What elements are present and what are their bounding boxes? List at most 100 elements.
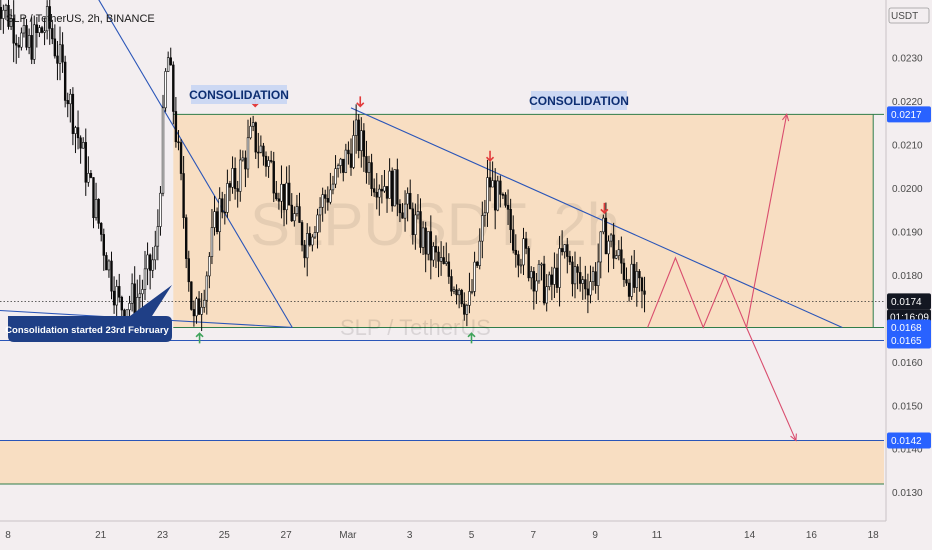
candle-body <box>146 254 149 270</box>
candle-body <box>246 137 250 170</box>
candle-body <box>239 159 242 192</box>
price-badge-bg <box>887 332 931 349</box>
candle-body <box>558 248 561 288</box>
candle-body <box>383 186 386 192</box>
candle-body <box>174 111 178 143</box>
consolidation-label-1: CONSOLIDATION <box>189 85 289 104</box>
candle-body <box>591 271 595 282</box>
candle-body <box>439 257 443 262</box>
candle-body <box>143 268 147 290</box>
candle-body <box>56 55 59 64</box>
candle-body <box>599 231 602 263</box>
candle-body <box>151 259 154 271</box>
candle-body <box>128 302 131 311</box>
candle-body <box>393 169 396 207</box>
candle-body <box>298 206 301 223</box>
zone-0 <box>173 114 874 328</box>
candle-body <box>524 238 528 249</box>
candle-body <box>385 186 389 199</box>
candle-body <box>61 44 64 63</box>
candle-body <box>589 281 592 296</box>
candle-body <box>537 263 541 282</box>
x-tick-label: 14 <box>744 530 756 541</box>
candle-body <box>344 149 348 173</box>
candle-body <box>553 267 556 285</box>
candle-body <box>548 274 551 287</box>
consolidation-label-2-text: CONSOLIDATION <box>529 94 629 108</box>
candle-body <box>594 271 597 286</box>
candle-body <box>25 25 28 48</box>
candle-body <box>324 194 327 199</box>
y-tick-label: 0.0200 <box>892 184 923 195</box>
price-badge-text: 0.0165 <box>891 336 922 347</box>
candle-body <box>66 100 69 105</box>
price-axis-currency: USDT <box>891 11 918 22</box>
candle-body <box>138 293 142 298</box>
candle-body <box>33 24 36 60</box>
candle-body <box>241 157 245 161</box>
x-tick-label: 27 <box>281 530 293 541</box>
price-badge-0.0142: 0.0142 <box>887 432 931 449</box>
candle-body <box>486 177 489 214</box>
candle-body <box>190 281 193 310</box>
x-tick-label: Mar <box>339 530 357 541</box>
candle-body <box>69 93 72 105</box>
candle-body <box>92 177 95 219</box>
x-tick-label: 8 <box>5 530 11 541</box>
candle-body <box>532 271 536 292</box>
candle-body <box>496 180 499 211</box>
candle-body <box>568 256 572 263</box>
arrow-down-icon <box>485 150 495 162</box>
candle-body <box>445 261 448 264</box>
candle-body <box>576 266 579 273</box>
candle-body <box>362 130 366 157</box>
candle-body <box>218 198 221 232</box>
candle-body <box>22 25 26 34</box>
candle-body <box>455 289 458 296</box>
candle-body <box>53 38 57 57</box>
candle-body <box>581 279 584 284</box>
candle-body <box>221 198 224 213</box>
consolidation-label-1-bg <box>191 85 287 104</box>
candle-body <box>259 145 263 153</box>
candle-body <box>622 262 626 280</box>
candle-body <box>30 35 33 60</box>
price-badge-bg <box>887 319 931 336</box>
arrow-up-icon <box>195 332 204 344</box>
y-tick-label: 0.0160 <box>892 358 923 369</box>
y-tick-label: 0.0130 <box>892 488 923 499</box>
candle-body <box>159 192 162 227</box>
candle-body <box>63 61 67 101</box>
candle-body <box>378 188 381 198</box>
candle-body <box>89 173 93 178</box>
candle-body <box>12 18 15 44</box>
candle-body <box>282 183 286 211</box>
x-tick-label: 23 <box>157 530 169 541</box>
candle-body <box>473 261 476 292</box>
candle-body <box>584 279 587 290</box>
candle-body <box>493 180 497 211</box>
candle-body <box>326 198 330 203</box>
candle-body <box>478 240 481 266</box>
candle-body <box>434 245 438 253</box>
price-badge-text: 0.0142 <box>891 436 922 447</box>
candle-body <box>620 249 623 264</box>
candle-body <box>450 276 453 292</box>
candle-body <box>321 194 324 208</box>
candle-body <box>285 182 288 211</box>
candle-body <box>107 260 111 271</box>
candle-body <box>267 160 270 167</box>
countdown-text: 01:16:09 <box>890 312 929 323</box>
candle-body <box>257 151 260 154</box>
candle-body <box>447 261 451 277</box>
y-tick-label: 0.0220 <box>892 97 923 108</box>
candle-body <box>156 226 160 247</box>
candle-body <box>45 6 49 32</box>
candle-body <box>640 277 644 292</box>
candle-body <box>509 209 512 231</box>
projection-down-arrow-head <box>790 433 797 442</box>
candle-body <box>349 153 353 168</box>
candle-body <box>329 189 332 203</box>
candle-body <box>58 44 62 64</box>
